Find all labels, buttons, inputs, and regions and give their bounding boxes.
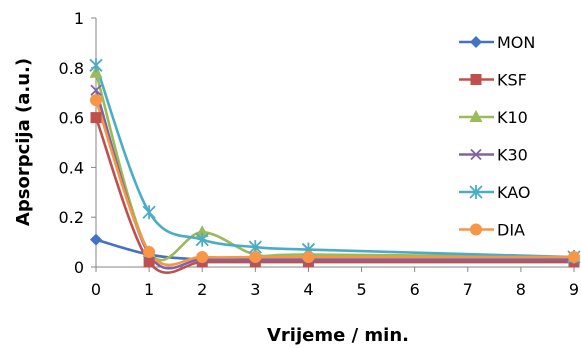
data-point-kao [195,232,209,247]
series-line-kao [94,64,575,259]
x-tick-label: 3 [250,280,260,299]
y-tick-label: 0.2 [59,208,84,227]
data-point-dia [196,251,209,264]
legend-item-dia: DIA [459,221,525,240]
x-tick-label: 5 [356,280,366,299]
legend-item-mon: MON [459,33,535,52]
data-point-kao [89,58,103,73]
legend-marker [470,223,482,236]
legend-marker [470,148,482,161]
legend-item-k30: K30 [459,146,528,165]
data-point-k30 [90,84,102,96]
x-tick-label: 9 [569,280,579,299]
legend-item-k10: K10 [459,108,528,127]
x-tick-label: 1 [144,280,154,299]
legend-item-kao: KAO [459,183,530,202]
legend: MON KSF K10 K30 KAO DIA [459,33,535,240]
legend-label: KSF [497,71,527,90]
data-point-dia [302,251,315,264]
legend-label: DIA [497,221,525,240]
legend-marker [469,185,483,199]
legend-label: MON [497,33,535,52]
x-tick-label: 7 [463,280,473,299]
data-point-dia [90,94,102,107]
x-tick-group: 0 1 2 3 4 5 6 7 8 9 [91,267,579,299]
y-tick-label: 0.4 [59,158,84,177]
x-tick-label: 2 [197,280,207,299]
x-tick-label: 8 [516,280,526,299]
x-tick-label: 4 [303,280,313,299]
legend-marker [470,74,482,85]
x-tick-label: 6 [410,280,420,299]
legend-label: K10 [497,108,528,127]
series-line-dia [94,99,574,267]
data-point-ksf [90,112,102,124]
legend-label: K30 [497,146,528,165]
y-tick-group: 0 0.2 0.4 0.6 0.8 1 [59,9,96,277]
data-point-mon [90,233,102,246]
data-point-dia [568,251,580,264]
legend-item-ksf: KSF [459,71,527,90]
data-point-dia [249,251,262,264]
x-tick-label: 0 [91,280,101,299]
data-point-kao [142,205,156,220]
series-line-ksf [94,117,574,275]
legend-marker [469,110,483,122]
data-point-k10 [195,225,209,238]
series-lines [94,64,575,275]
y-tick-label: 0.8 [59,59,84,78]
data-point-ksf [143,256,155,268]
series-markers [89,58,581,268]
y-tick-label: 0 [74,258,84,277]
legend-marker [470,36,482,48]
y-tick-label: 0.6 [59,109,84,128]
y-axis-title: Apsorpcija (a.u.) [13,58,34,226]
y-tick-label: 1 [74,9,84,28]
data-point-dia [143,246,156,259]
x-axis-title: Vrijeme / min. [267,325,409,346]
legend-label: KAO [497,183,530,202]
